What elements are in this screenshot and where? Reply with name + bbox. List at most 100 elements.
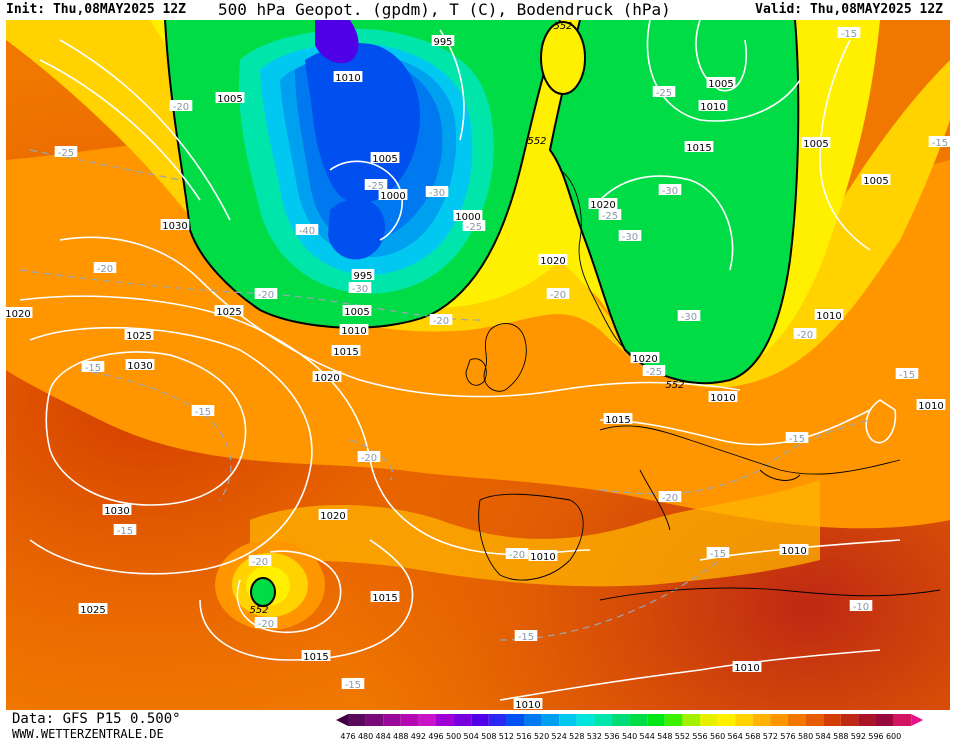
colorbar-cell <box>576 714 595 726</box>
temperature-label-text: -15 <box>789 434 805 445</box>
temperature-label: -15 <box>113 524 137 537</box>
colorbar-arrow-right <box>911 714 924 726</box>
pressure-label: 1015 <box>684 141 714 154</box>
temperature-label-text: -15 <box>518 632 534 643</box>
pressure-label: 1030 <box>125 359 155 372</box>
temperature-label-box <box>81 361 105 372</box>
pressure-label-box <box>698 100 728 111</box>
colorbar-cell <box>506 714 524 726</box>
temperature-label-box <box>895 368 919 379</box>
temperature-label: -25 <box>652 86 676 99</box>
pressure-label-text: 1010 <box>781 546 806 557</box>
pressure-label-box <box>124 329 154 340</box>
temperature-label-box <box>341 678 365 689</box>
temperature-label-text: -40 <box>299 226 315 237</box>
colorbar-tick-label: 536 <box>604 732 619 741</box>
pressure-label-box <box>431 35 455 46</box>
coastline-british-isles <box>483 323 527 392</box>
pressure-label-text: 995 <box>353 271 372 282</box>
pressure-label: 1030 <box>102 504 132 517</box>
temperature-label: -40 <box>295 224 319 237</box>
temperature-label-text: -15 <box>710 549 726 560</box>
temperature-label: -20 <box>658 491 682 504</box>
colorbar-cell <box>893 714 912 726</box>
temperature-label-text: -15 <box>85 363 101 374</box>
pressure-label: 1010 <box>732 661 762 674</box>
map-header: Init: Thu,08MAY2025 12Z 500 hPa Geopot. … <box>0 0 959 20</box>
colorbar-cell <box>682 714 700 726</box>
temperature-label: -20 <box>429 314 453 327</box>
pressure-label-text: 1010 <box>918 401 943 412</box>
pressure-label-text: 1025 <box>80 605 105 616</box>
temperature-label: -20 <box>93 262 117 275</box>
cold-core-deep-blue <box>305 43 420 204</box>
pressure-label: 1025 <box>124 329 154 342</box>
temperature-label: -25 <box>642 365 666 378</box>
temperature-label-box <box>54 146 78 157</box>
pressure-label: 1005 <box>215 92 245 105</box>
temperature-label-box <box>658 184 682 195</box>
colorbar-tick-label: 592 <box>851 732 866 741</box>
pressure-label: 1010 <box>708 391 738 404</box>
weather-map: 995 1010 1005 1005 1000 1000 1030 995 1005 1010 10… <box>6 20 950 710</box>
colorbar-cell <box>541 714 560 726</box>
colorbar-cell <box>612 714 630 726</box>
geopotential-552-ridge-north <box>540 21 586 95</box>
colorbar-cell <box>805 714 824 726</box>
colorbar-tick-label: 556 <box>692 732 707 741</box>
colorbar-tick-label: 596 <box>868 732 883 741</box>
pressure-label-box <box>301 650 331 661</box>
data-source-label: Data: GFS P15 0.500° <box>12 711 181 727</box>
temperature-label: -15 <box>81 361 105 374</box>
colorbar-tick-label: 504 <box>464 732 479 741</box>
pressure-label-text: 1000 <box>455 212 480 223</box>
valid-time-label: Valid: Thu,08MAY2025 12Z <box>755 2 943 17</box>
temperature-label-text: -20 <box>433 316 449 327</box>
temperature-label: -15 <box>928 136 950 149</box>
pressure-label-text: 1010 <box>734 663 759 674</box>
pressure-label-box <box>538 254 568 265</box>
temperature-label-text: -20 <box>662 493 678 504</box>
colorbar-tick-label: 568 <box>745 732 760 741</box>
colorbar-tick-label: 480 <box>358 732 373 741</box>
geopotential-label-text: 552 <box>553 21 572 32</box>
colorbar-cell <box>524 714 542 726</box>
temperature-label: -20 <box>546 288 570 301</box>
temperature-label: -15 <box>837 27 861 40</box>
colorbar-cell <box>788 714 806 726</box>
coastline-balkans <box>759 469 801 481</box>
temperature-label-text: -30 <box>662 186 678 197</box>
pressure-label: 1010 <box>698 100 728 113</box>
geopotential-label: 552 <box>527 136 546 147</box>
temperature-label-box <box>348 282 372 293</box>
temperature-label-box <box>598 209 622 220</box>
colorbar-cell <box>647 714 665 726</box>
temperature-label-text: -25 <box>58 148 74 159</box>
temperature-label-text: -20 <box>550 290 566 301</box>
colorbar-tick-label: 540 <box>622 732 637 741</box>
pressure-label-box <box>453 210 483 221</box>
pressure-label-box <box>588 198 618 209</box>
temperature-label: -20 <box>793 328 817 341</box>
pressure-label-box <box>916 399 946 410</box>
init-time-label: Init: Thu,08MAY2025 12Z <box>6 2 187 17</box>
pressure-label-text: 1010 <box>816 311 841 322</box>
colorbar-tick-label: 584 <box>816 732 831 741</box>
colorbar-cell <box>559 714 577 726</box>
pressure-label: 1015 <box>331 345 361 358</box>
colorbar-cell <box>400 714 419 726</box>
colorbar-tick-label: 524 <box>552 732 567 741</box>
coastline-norway <box>559 169 641 361</box>
pressure-label: 1020 <box>538 254 568 267</box>
pressure-label-text: 1010 <box>710 393 735 404</box>
pressure-label: 1025 <box>214 305 244 318</box>
pressure-label: 1015 <box>603 413 633 426</box>
pressure-label-box <box>312 371 342 382</box>
colorbar-cell <box>629 714 648 726</box>
pressure-label-box <box>370 152 400 163</box>
temperature-label-box <box>429 314 453 325</box>
colorbar-tick-label: 520 <box>534 732 549 741</box>
temperature-label-text: -15 <box>932 138 948 149</box>
temperature-label-box <box>425 186 449 197</box>
colorbar-cell <box>840 714 859 726</box>
